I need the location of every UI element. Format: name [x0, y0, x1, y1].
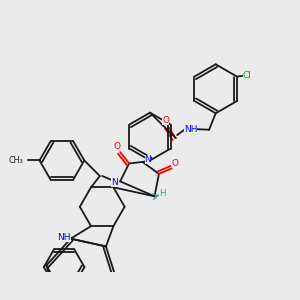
Text: O: O [162, 116, 169, 124]
Text: O: O [113, 142, 120, 151]
Text: H: H [160, 189, 166, 198]
Text: O: O [172, 159, 178, 168]
Text: NH: NH [184, 124, 197, 134]
Text: CH₃: CH₃ [8, 156, 23, 165]
Text: N: N [111, 178, 118, 187]
Text: N: N [145, 155, 151, 164]
Text: NH: NH [57, 233, 71, 242]
Text: Cl: Cl [243, 70, 252, 80]
